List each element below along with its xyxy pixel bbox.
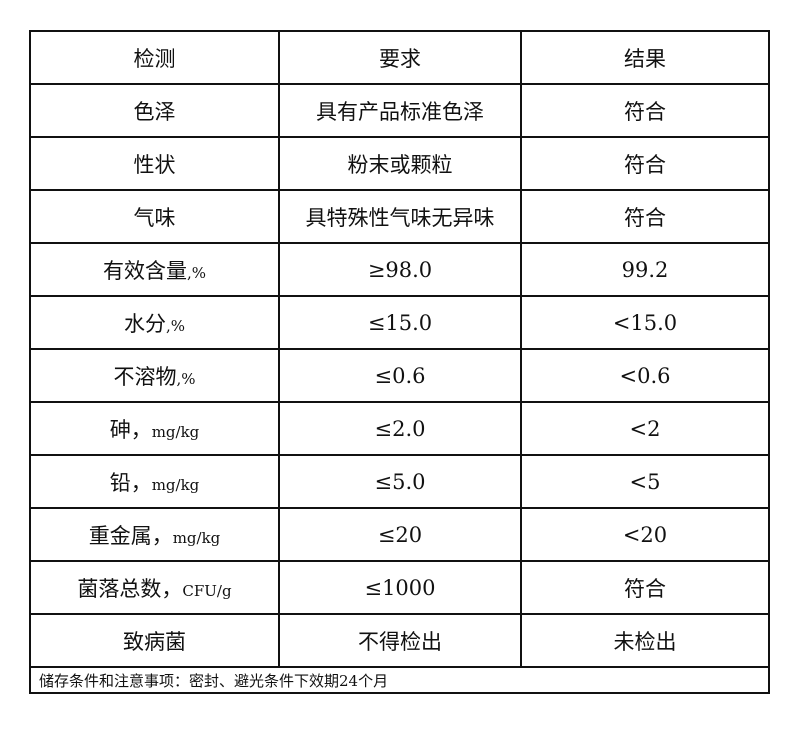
header-requirement: 要求 — [278, 30, 522, 85]
item-cell: 致病菌 — [29, 613, 280, 668]
inspection-table: 检测 要求 结果 色泽 具有产品标准色泽 符合 性状 粉末或颗粒 符合 气味 具特殊… — [29, 30, 770, 694]
table-row: 水分,% ≤15.0 <15.0 — [29, 295, 770, 350]
requirement-cell: ≤15.0 — [278, 295, 522, 350]
requirement-cell: ≤0.6 — [278, 348, 522, 403]
requirement-cell: 具有产品标准色泽 — [278, 83, 522, 138]
requirement-cell: ≤5.0 — [278, 454, 522, 509]
footer-row: 储存条件和注意事项：密封、避光条件下效期24个月 — [29, 666, 770, 694]
result-cell: 未检出 — [520, 613, 770, 668]
item-cell: 铅，mg/kg — [29, 454, 280, 509]
requirement-cell: ≥98.0 — [278, 242, 522, 297]
table-row: 性状 粉末或颗粒 符合 — [29, 136, 770, 191]
item-label: 重金属， — [88, 523, 173, 548]
table-row: 色泽 具有产品标准色泽 符合 — [29, 83, 770, 138]
result-cell: <20 — [520, 507, 770, 562]
item-label: 色泽 — [133, 99, 176, 124]
table-row: 致病菌 不得检出 未检出 — [29, 613, 770, 668]
item-label: 菌落总数， — [77, 576, 183, 601]
table-row: 铅，mg/kg ≤5.0 <5 — [29, 454, 770, 509]
item-cell: 重金属，mg/kg — [29, 507, 280, 562]
table-row: 气味 具特殊性气味无异味 符合 — [29, 189, 770, 244]
requirement-cell: ≤20 — [278, 507, 522, 562]
item-label: 致病菌 — [123, 629, 186, 654]
result-cell: 符合 — [520, 560, 770, 615]
table-row: 不溶物,% ≤0.6 <0.6 — [29, 348, 770, 403]
result-cell: 符合 — [520, 83, 770, 138]
item-cell: 性状 — [29, 136, 280, 191]
item-cell: 菌落总数，CFU/g — [29, 560, 280, 615]
item-label: 水分 — [123, 311, 166, 336]
table-row: 有效含量,% ≥98.0 99.2 — [29, 242, 770, 297]
storage-note: 储存条件和注意事项：密封、避光条件下效期24个月 — [29, 666, 770, 694]
item-unit: ,% — [165, 316, 186, 335]
item-label: 气味 — [133, 205, 176, 230]
table-row: 重金属，mg/kg ≤20 <20 — [29, 507, 770, 562]
item-unit: CFU/g — [182, 581, 232, 600]
result-cell: <15.0 — [520, 295, 770, 350]
item-cell: 水分,% — [29, 295, 280, 350]
item-unit: ,% — [176, 369, 196, 388]
item-cell: 有效含量,% — [29, 242, 280, 297]
requirement-cell: ≤1000 — [278, 560, 522, 615]
item-unit: mg/kg — [172, 528, 221, 547]
requirement-cell: ≤2.0 — [278, 401, 522, 456]
table-row: 砷，mg/kg ≤2.0 <2 — [29, 401, 770, 456]
item-label: 性状 — [133, 152, 176, 177]
item-cell: 不溶物,% — [29, 348, 280, 403]
result-cell: <2 — [520, 401, 770, 456]
requirement-cell: 粉末或颗粒 — [278, 136, 522, 191]
item-unit: mg/kg — [151, 475, 200, 494]
item-label: 砷， — [109, 417, 152, 442]
item-label: 有效含量 — [102, 258, 187, 283]
result-cell: <5 — [520, 454, 770, 509]
item-cell: 气味 — [29, 189, 280, 244]
header-row: 检测 要求 结果 — [29, 30, 770, 85]
item-unit: ,% — [186, 263, 207, 282]
item-cell: 色泽 — [29, 83, 280, 138]
requirement-cell: 具特殊性气味无异味 — [278, 189, 522, 244]
header-result: 结果 — [520, 30, 770, 85]
result-cell: 符合 — [520, 136, 770, 191]
table-row: 菌落总数，CFU/g ≤1000 符合 — [29, 560, 770, 615]
result-cell: <0.6 — [520, 348, 770, 403]
header-item: 检测 — [29, 30, 280, 85]
result-cell: 99.2 — [520, 242, 770, 297]
item-unit: mg/kg — [151, 422, 200, 441]
requirement-cell: 不得检出 — [278, 613, 522, 668]
item-cell: 砷，mg/kg — [29, 401, 280, 456]
result-cell: 符合 — [520, 189, 770, 244]
item-label: 不溶物 — [113, 364, 177, 389]
item-label: 铅， — [109, 470, 152, 495]
